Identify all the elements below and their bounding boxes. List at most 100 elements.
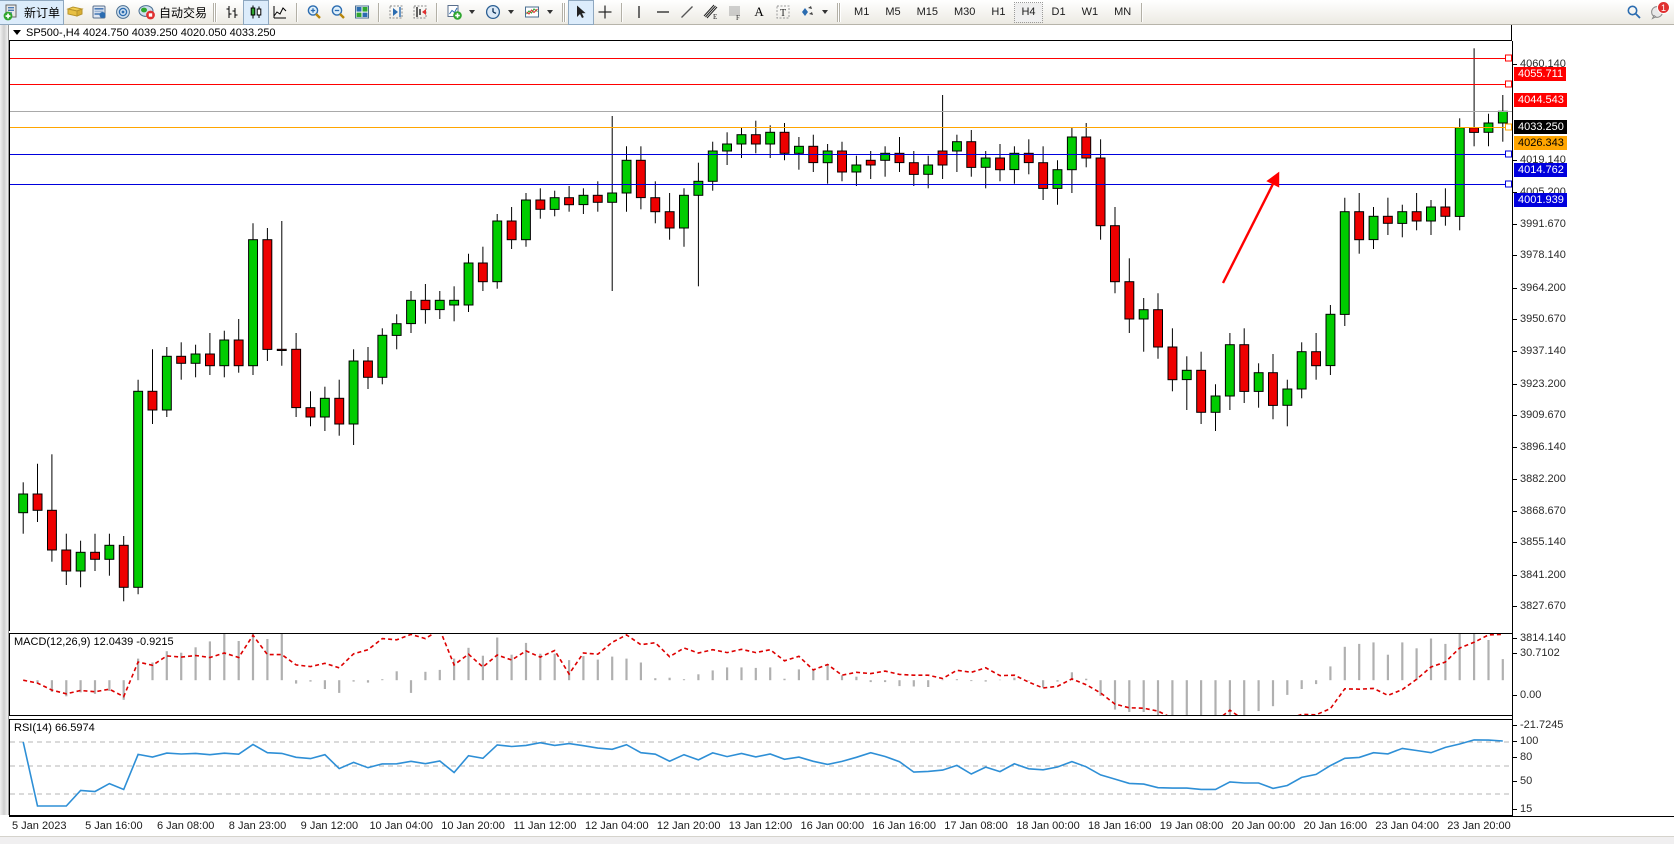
timeframe-group: M1 M5 M15 M30 H1 H4 D1 W1 MN <box>844 1 1137 23</box>
chevron-down-icon[interactable] <box>13 30 21 35</box>
timeframe-m5[interactable]: M5 <box>885 5 901 18</box>
price-label-resistance-lower[interactable]: 4044.543 <box>1514 93 1567 108</box>
level-line-resistance-upper[interactable] <box>10 58 1512 60</box>
symbol-info-bar: SP500-,H4 4024.750 4039.250 4020.050 403… <box>9 25 1512 41</box>
chart-shift-icon <box>387 3 405 21</box>
zoom-in-button[interactable] <box>302 1 326 24</box>
level-line-support-upper[interactable] <box>10 153 1512 155</box>
price-tick: 3923.200 <box>1513 378 1566 390</box>
svg-text:F: F <box>736 14 740 21</box>
macd-pane[interactable]: MACD(12,26,9) 12.0439 -0.9215 <box>9 633 1512 716</box>
rsi-tick: 80 <box>1513 751 1532 763</box>
timeframe-d1[interactable]: D1 <box>1051 5 1066 18</box>
new-chart-dropdown-caret[interactable] <box>469 10 476 14</box>
level-line-pending-level[interactable] <box>10 126 1512 128</box>
shapes-button[interactable] <box>795 1 834 24</box>
new-order-button[interactable]: 新订单 <box>0 0 65 25</box>
time-axis[interactable]: 5 Jan 2023 5 Jan 16:00 6 Jan 08:00 8 Jan 23… <box>9 816 1674 836</box>
macd-tick: 0.00 <box>1513 689 1541 701</box>
timeframe-m1[interactable]: M1 <box>854 5 870 18</box>
level-line-resistance-lower[interactable] <box>10 84 1512 86</box>
toolbar-grip-1 <box>213 2 218 22</box>
indicators-button[interactable] <box>520 1 559 24</box>
tile-windows-button[interactable] <box>350 1 374 24</box>
chart-window: SP500-,H4 4024.750 4039.250 4020.050 403… <box>0 25 1674 844</box>
profiles-button[interactable] <box>63 1 87 24</box>
price-label-pending-level[interactable]: 4026.343 <box>1514 135 1567 150</box>
toolbar-separator-1 <box>296 2 299 22</box>
timeframe-mn[interactable]: MN <box>1114 5 1132 18</box>
line-chart-button[interactable] <box>268 1 292 24</box>
data-window-button[interactable] <box>111 1 135 24</box>
bar-chart-icon <box>223 3 241 21</box>
time-label: 16 Jan 16:00 <box>872 820 936 832</box>
candlestick-icon <box>247 3 265 21</box>
zoom-out-icon <box>329 3 347 21</box>
toolbar-separator-5 <box>1141 2 1144 22</box>
time-label: 23 Jan 04:00 <box>1375 820 1439 832</box>
autotrading-button[interactable]: 自动交易 <box>135 1 210 24</box>
price-label-last-price[interactable]: 4033.250 <box>1514 119 1567 134</box>
bar-chart-button[interactable] <box>220 1 244 24</box>
price-scale[interactable]: 4060.1404019.1404005.2003991.6703978.140… <box>1512 41 1674 827</box>
price-pane[interactable] <box>9 41 1512 631</box>
timeframe-w1[interactable]: W1 <box>1081 5 1099 18</box>
tile-windows-icon <box>353 3 371 21</box>
market-watch-button[interactable] <box>87 1 111 24</box>
candlestick-series <box>18 48 1508 602</box>
price-label-support-lower[interactable]: 4001.939 <box>1514 192 1567 207</box>
rsi-tick: 100 <box>1513 735 1538 747</box>
new-order-icon <box>3 3 21 21</box>
level-handle-resistance-lower[interactable] <box>1505 80 1512 88</box>
timeframe-h4[interactable]: H4 <box>1014 1 1043 23</box>
new-chart-icon <box>445 3 463 21</box>
crosshair-button[interactable] <box>593 1 617 24</box>
level-handle-resistance-upper[interactable] <box>1505 54 1512 62</box>
candlestick-chart-button[interactable] <box>243 0 270 25</box>
auto-scroll-button[interactable] <box>408 1 432 24</box>
horizontal-line-button[interactable] <box>651 1 675 24</box>
price-label-resistance-upper[interactable]: 4055.711 <box>1514 67 1567 82</box>
cursor-button[interactable] <box>568 0 595 25</box>
data-window-icon <box>114 3 132 21</box>
symbol-ohlc-text: SP500-,H4 4024.750 4039.250 4020.050 403… <box>26 26 276 39</box>
timeframe-h1[interactable]: H1 <box>991 5 1006 18</box>
indicators-icon <box>523 3 541 21</box>
status-strip <box>0 836 1674 844</box>
rsi-pane[interactable]: RSI(14) 66.5974 <box>9 719 1512 816</box>
search-button[interactable] <box>1622 1 1646 24</box>
periods-dropdown-caret[interactable] <box>508 10 515 14</box>
notification-badge: 1 <box>1657 0 1670 14</box>
price-tick: 3841.200 <box>1513 569 1566 581</box>
time-label: 6 Jan 08:00 <box>156 820 215 832</box>
timeframe-m15[interactable]: M15 <box>916 5 938 18</box>
price-tick: 3827.670 <box>1513 600 1566 612</box>
chart-shift-button[interactable] <box>384 1 408 24</box>
shapes-dropdown-caret[interactable] <box>822 10 829 14</box>
level-handle-pending-level[interactable] <box>1505 123 1512 131</box>
toolbar-grip-3 <box>837 2 842 22</box>
level-handle-support-upper[interactable] <box>1505 150 1512 158</box>
trendline-button[interactable] <box>675 1 699 24</box>
equidistant-channel-button[interactable]: E <box>699 1 723 24</box>
price-label-support-upper[interactable]: 4014.762 <box>1514 162 1567 177</box>
new-chart-button[interactable] <box>442 1 481 24</box>
time-label: 19 Jan 08:00 <box>1159 820 1224 832</box>
notifications-button[interactable]: 1 <box>1646 0 1670 24</box>
fibonacci-button[interactable]: F <box>723 1 747 24</box>
level-line-last-price[interactable] <box>10 110 1512 112</box>
price-tick: 4019.140 <box>1513 154 1566 166</box>
chart-vertical-scrollbar[interactable] <box>0 25 9 815</box>
chart-canvas-area[interactable]: SP500-,H4 4024.750 4039.250 4020.050 403… <box>9 25 1674 844</box>
zoom-out-button[interactable] <box>326 1 350 24</box>
text-button[interactable]: A <box>747 1 771 24</box>
timeframe-m30[interactable]: M30 <box>954 5 976 18</box>
text-label-icon: T <box>774 3 792 21</box>
level-handle-support-lower[interactable] <box>1505 180 1512 188</box>
time-label: 11 Jan 12:00 <box>513 820 577 832</box>
periods-button[interactable] <box>481 1 520 24</box>
vertical-line-button[interactable] <box>627 1 651 24</box>
level-line-support-lower[interactable] <box>10 183 1512 185</box>
text-label-button[interactable]: T <box>771 1 795 24</box>
indicators-dropdown-caret[interactable] <box>547 10 554 14</box>
